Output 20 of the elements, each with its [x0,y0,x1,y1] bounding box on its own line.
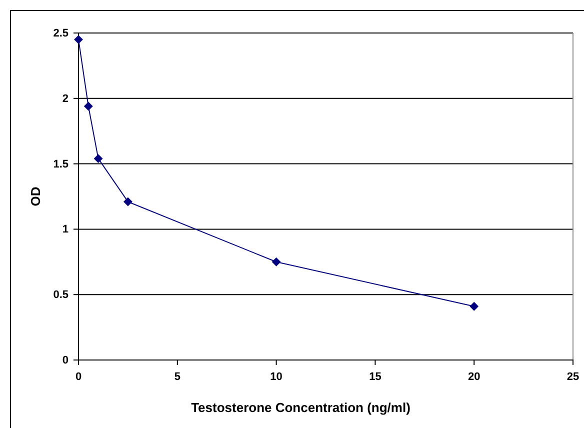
x-axis-title: Testosterone Concentration (ng/ml) [191,400,410,415]
point [123,197,132,206]
y-tick-label: 0 [62,354,68,367]
x-tick-label: 5 [174,370,180,383]
point [74,35,83,44]
y-axis-title: OD [28,186,43,206]
point [272,257,281,266]
y-tick-label: 2.5 [53,28,68,40]
x-tick-label: 0 [75,370,82,383]
x-tick-label: 10 [270,370,282,383]
x-tick-label: 25 [566,370,580,383]
x-tick-label: 20 [468,370,480,383]
point [84,102,93,111]
y-tick-label: 2 [62,92,68,105]
y-tick-label: 1.5 [53,158,68,170]
point [94,154,103,164]
point [470,302,479,311]
x-tick-label: 15 [369,370,382,383]
y-tick-label: 1 [62,224,68,236]
y-tick-label: 0.5 [53,289,68,302]
